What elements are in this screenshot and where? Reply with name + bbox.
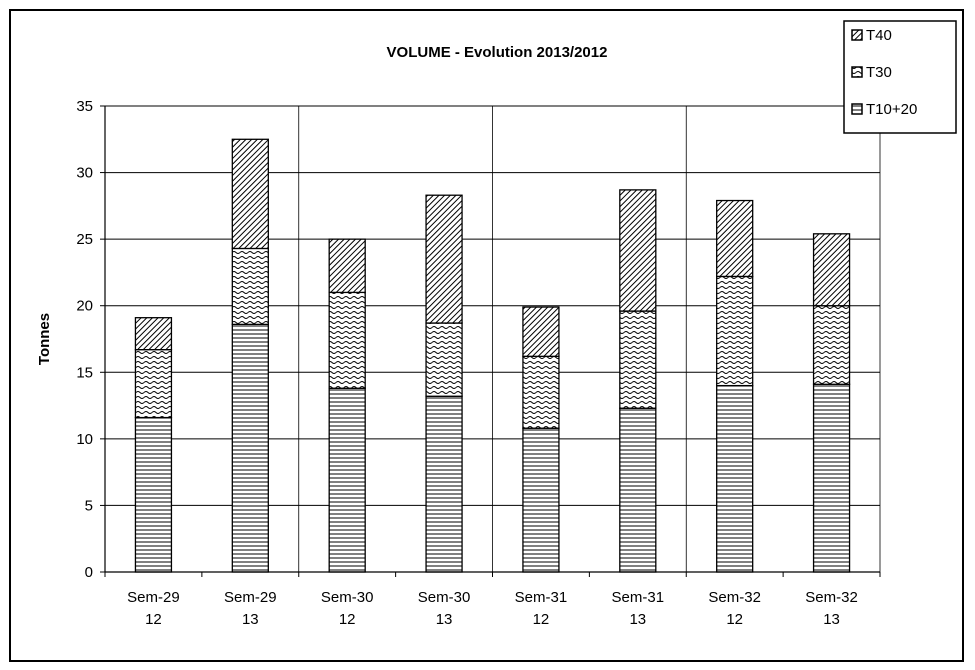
bar-segment-t40 [716, 199, 754, 278]
bar-segment-t1020 [134, 416, 173, 573]
legend-swatch [851, 66, 863, 78]
bar-segment-t30 [328, 291, 366, 389]
bar-segment-t40 [812, 233, 851, 307]
y-tick-label: 35 [76, 98, 93, 115]
bar-segment-t1020 [812, 383, 851, 573]
bar-segment-t40 [425, 194, 463, 324]
bar-segment-t30 [134, 349, 173, 419]
bar-segment-t1020 [716, 384, 754, 573]
bar-segment-t30 [231, 247, 269, 326]
x-tick-label: Sem-29 12 [127, 589, 180, 628]
bar-segment-t40 [328, 238, 366, 294]
y-tick-label: 30 [76, 165, 93, 182]
legend-label: T30 [866, 64, 892, 81]
legend-label: T10+20 [866, 101, 917, 118]
y-tick-label: 25 [76, 231, 93, 248]
bar-segment-t1020 [231, 323, 269, 573]
y-tick-label: 15 [76, 364, 93, 381]
bar-segment-t40 [522, 306, 560, 357]
x-tick-label: Sem-30 12 [321, 589, 374, 628]
bar-segment-t1020 [522, 427, 560, 573]
bar-segment-t30 [619, 310, 657, 409]
x-tick-label: Sem-29 13 [224, 589, 277, 628]
bar-segment-t1020 [425, 395, 463, 573]
bar-segment-t30 [425, 322, 463, 397]
y-tick-label: 0 [85, 564, 93, 581]
y-tick-label: 20 [76, 298, 93, 315]
bar-segment-t40 [134, 317, 173, 351]
bar-segment-t30 [522, 355, 560, 429]
x-tick-label: Sem-32 12 [708, 589, 761, 628]
bar-segment-t30 [716, 275, 754, 387]
x-tick-label: Sem-30 13 [418, 589, 471, 628]
legend: T40 T30 T10+20 [843, 20, 957, 134]
y-tick-labels: 0 5 10 15 20 25 30 35 [76, 98, 93, 581]
bar-segment-t30 [812, 305, 851, 385]
legend-swatch [851, 103, 863, 115]
bars [134, 138, 851, 573]
x-tick-label: Sem-32 13 [805, 589, 858, 628]
bar-segment-t1020 [328, 387, 366, 573]
y-axis-label: Tonnes [36, 313, 53, 365]
legend-swatch [851, 29, 863, 41]
x-tick-labels: Sem-29 12 Sem-29 13 Sem-30 12 Sem-30 13 Sem-31 12… [127, 589, 858, 628]
bar-segment-t40 [619, 189, 657, 312]
legend-label: T40 [866, 27, 892, 44]
chart-title: VOLUME - Evolution 2013/2012 [387, 44, 608, 61]
x-tick-label: Sem-31 12 [515, 589, 568, 628]
axes [100, 105, 881, 577]
bar-segment-t40 [231, 138, 269, 250]
x-tick-label: Sem-31 13 [612, 589, 665, 628]
y-tick-label: 5 [85, 497, 93, 514]
bar-segment-t1020 [619, 407, 657, 573]
y-tick-label: 10 [76, 431, 93, 448]
